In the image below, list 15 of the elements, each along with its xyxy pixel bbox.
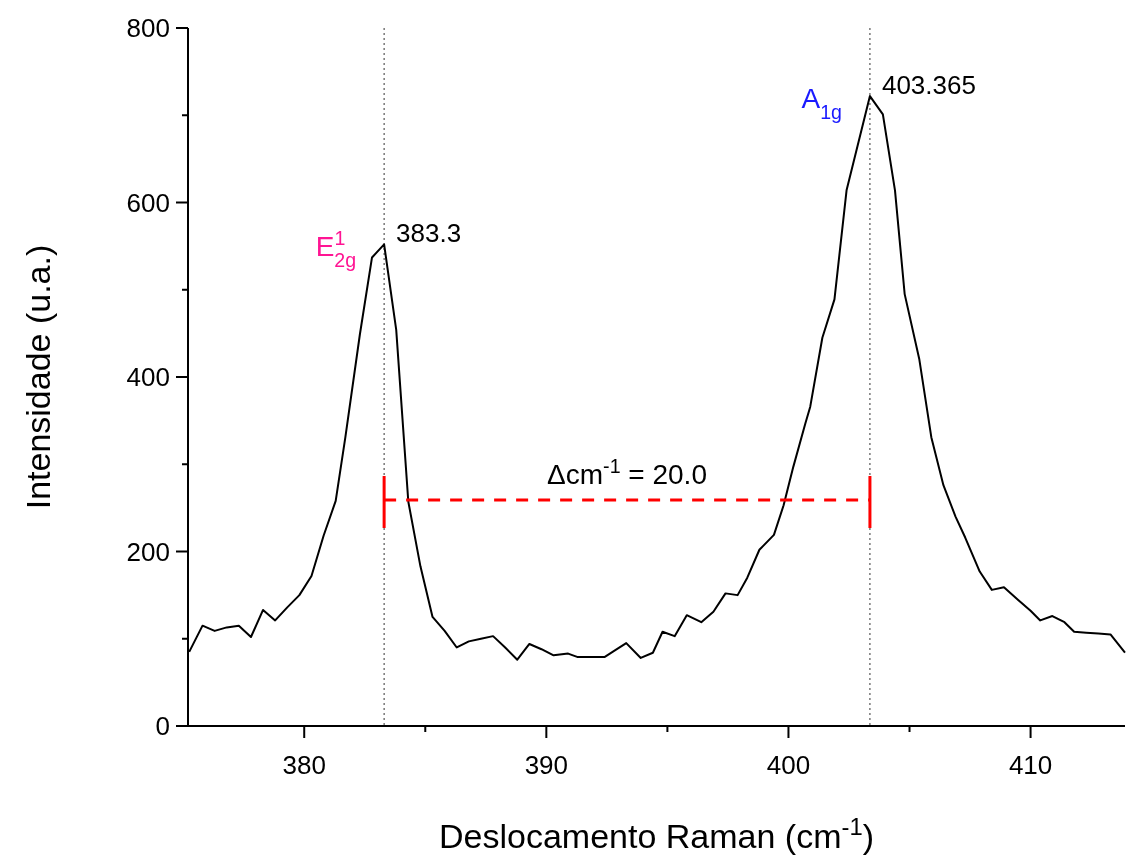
y-tick-label: 200 [126,536,170,567]
x-tick-label: 390 [524,750,569,780]
x-axis-title: Deslocamento Raman (cm$^{-1}$) [439,812,874,855]
y-axis-title: Intensidade (u.a.) [19,244,57,510]
x-tick-label: 400 [766,750,811,780]
y-tick-label: 0 [155,711,170,742]
y-tick-label: 600 [126,187,170,218]
y-tick-label: 400 [126,362,170,393]
ref-line-label: 383.3 [396,218,462,249]
ref-line-label: 403.365 [881,70,976,101]
y-tick-label: 800 [126,13,170,44]
x-tick-label: 380 [282,750,326,780]
x-tick-label: 410 [1008,750,1053,780]
annotation: Δcm$^{-1}$ = 20.0 [547,455,707,491]
annotation: A$_{1g}$ [801,83,842,124]
